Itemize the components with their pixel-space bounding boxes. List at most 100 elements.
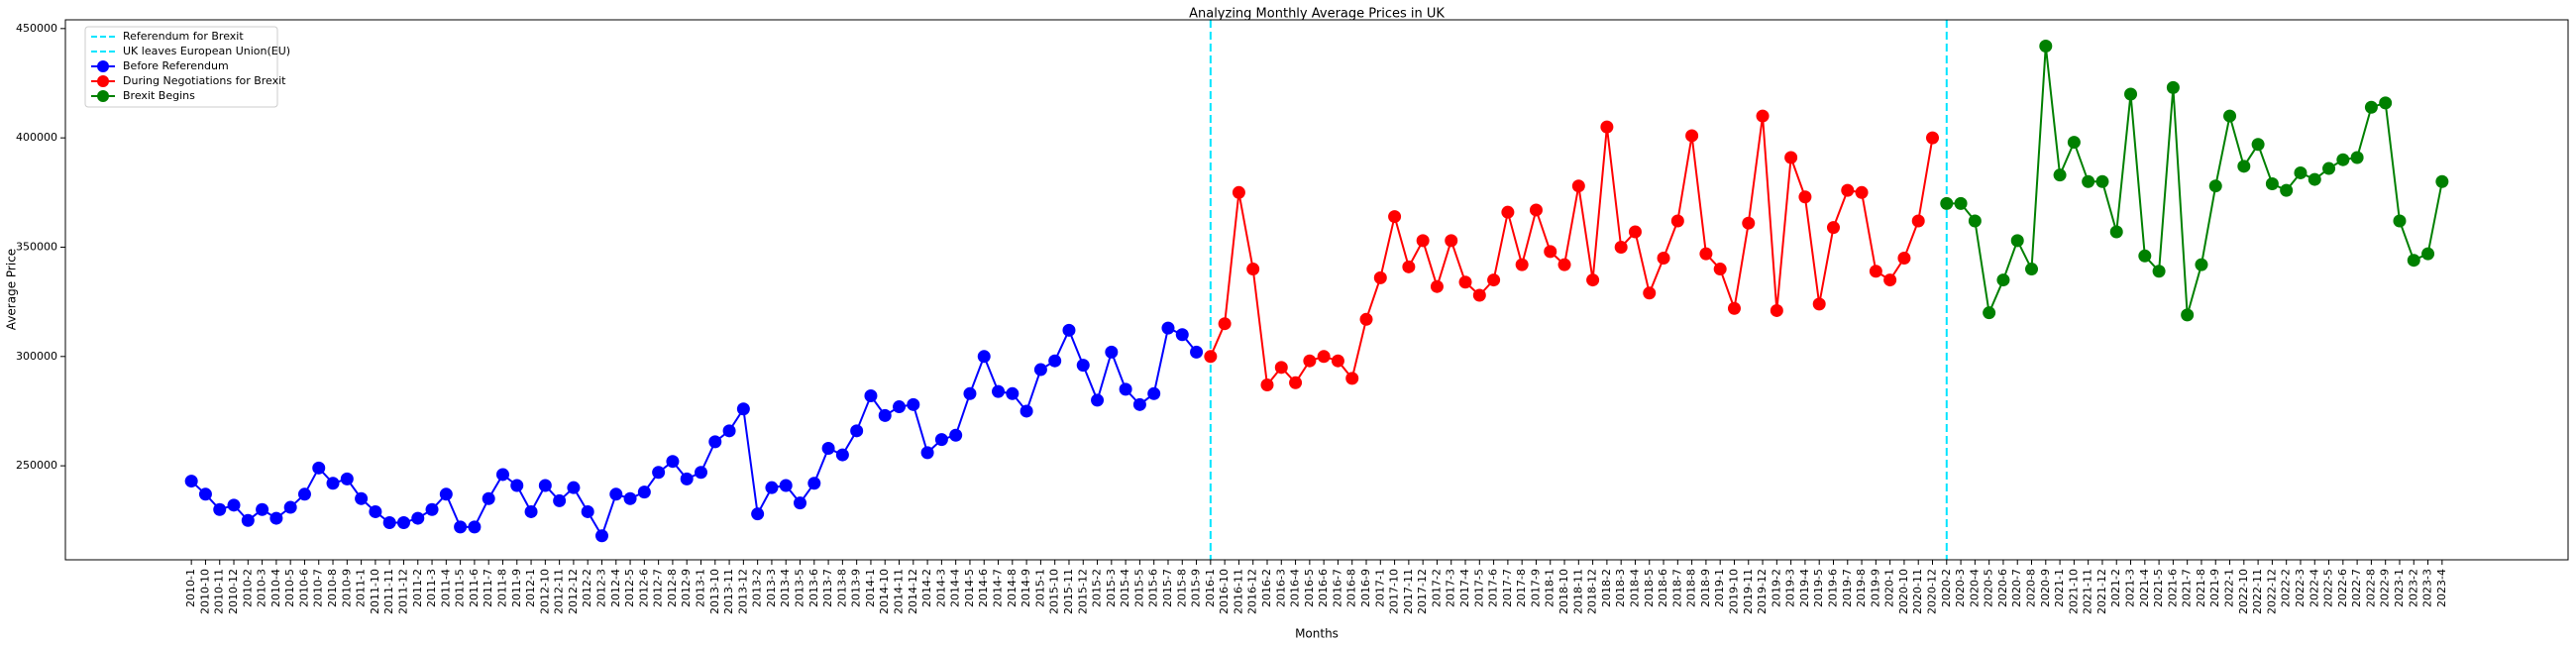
x-tick-label: 2020-11 bbox=[1911, 569, 1924, 614]
data-point bbox=[524, 504, 538, 518]
x-tick-label: 2021-12 bbox=[2095, 569, 2108, 614]
data-point bbox=[2379, 96, 2393, 110]
x-tick-label: 2013-1 bbox=[695, 569, 707, 607]
data-point bbox=[1062, 323, 1076, 337]
data-point bbox=[1472, 288, 1486, 302]
x-tick-label: 2016-8 bbox=[1345, 569, 1358, 607]
x-tick-label: 2022-11 bbox=[2251, 569, 2264, 614]
data-point bbox=[751, 507, 765, 521]
data-point bbox=[2237, 160, 2251, 173]
x-tick-label: 2010-3 bbox=[256, 569, 268, 607]
data-point bbox=[594, 529, 608, 543]
data-point bbox=[198, 487, 212, 501]
data-point bbox=[2208, 179, 2222, 193]
x-tick-label: 2010-11 bbox=[213, 569, 226, 614]
data-point bbox=[1968, 214, 1982, 228]
data-point bbox=[1274, 361, 1288, 375]
data-point bbox=[1515, 258, 1529, 271]
x-tick-label: 2012-6 bbox=[637, 569, 650, 607]
data-point bbox=[1317, 350, 1331, 364]
data-point bbox=[213, 502, 227, 516]
data-point bbox=[439, 487, 453, 501]
legend-label: UK leaves European Union(EU) bbox=[123, 45, 290, 57]
x-tick-label: 2013-2 bbox=[751, 569, 764, 607]
x-tick-label: 2012-7 bbox=[652, 569, 665, 607]
data-point bbox=[609, 487, 623, 501]
data-point bbox=[495, 468, 509, 482]
data-point bbox=[2025, 263, 2039, 276]
data-point bbox=[1628, 225, 1642, 239]
x-tick-label: 2013-8 bbox=[835, 569, 848, 607]
legend-label: Brexit Begins bbox=[123, 89, 195, 102]
data-point bbox=[1544, 245, 1557, 259]
data-point bbox=[736, 402, 750, 416]
legend: Referendum for Brexit UK leaves European … bbox=[84, 26, 290, 108]
data-point bbox=[2336, 153, 2350, 166]
x-tick-label: 2013-12 bbox=[736, 569, 749, 614]
data-point bbox=[1487, 273, 1501, 287]
x-tick-label: 2019-3 bbox=[1784, 569, 1797, 607]
x-tick-label: 2020-7 bbox=[2010, 569, 2023, 607]
data-point bbox=[1897, 252, 1911, 266]
x-tick-label: 2020-2 bbox=[1940, 569, 1953, 607]
x-tick-label: 2016-4 bbox=[1289, 569, 1302, 607]
x-tick-label: 2019-4 bbox=[1798, 569, 1811, 607]
x-tick-label: 2015-9 bbox=[1190, 569, 1203, 607]
x-tick-label: 2022-1 bbox=[2223, 569, 2236, 607]
x-tick-label: 2011-3 bbox=[425, 569, 438, 607]
y-axis-label: Average Price bbox=[5, 249, 19, 330]
x-tick-label: 2011-6 bbox=[468, 569, 481, 607]
x-tick-label: 2015-8 bbox=[1175, 569, 1188, 607]
x-tick-label: 2022-4 bbox=[2308, 569, 2320, 607]
x-tick-label: 2016-12 bbox=[1246, 569, 1259, 614]
data-point bbox=[1925, 131, 1939, 145]
data-point bbox=[1940, 196, 1954, 210]
x-tick-label: 2022-9 bbox=[2379, 569, 2392, 607]
x-tick-label: 2014-6 bbox=[977, 569, 990, 607]
x-tick-label: 2017-12 bbox=[1416, 569, 1429, 614]
x-tick-label: 2010-1 bbox=[184, 569, 197, 607]
legend-box bbox=[84, 26, 278, 108]
x-tick-label: 2017-3 bbox=[1445, 569, 1457, 607]
data-point bbox=[1246, 263, 1260, 276]
data-point bbox=[1657, 252, 1670, 266]
data-point bbox=[934, 433, 948, 447]
x-tick-label: 2012-12 bbox=[567, 569, 580, 614]
legend-marker bbox=[97, 75, 109, 87]
x-tick-label: 2020-12 bbox=[1925, 569, 1938, 614]
x-tick-label: 2013-11 bbox=[722, 569, 735, 614]
x-tick-label: 2019-1 bbox=[1713, 569, 1726, 607]
x-tick-label: 2020-3 bbox=[1954, 569, 1967, 607]
x-tick-label: 2015-4 bbox=[1119, 569, 1131, 607]
x-tick-label: 2014-2 bbox=[920, 569, 933, 607]
x-tick-label: 2011-11 bbox=[382, 569, 395, 614]
x-tick-label: 2021-1 bbox=[2053, 569, 2066, 607]
x-tick-label: 2018-12 bbox=[1586, 569, 1599, 614]
data-point bbox=[695, 466, 708, 480]
data-point bbox=[1190, 345, 1204, 359]
x-tick-label: 2018-1 bbox=[1544, 569, 1556, 607]
data-point bbox=[2421, 247, 2435, 261]
data-point bbox=[1685, 129, 1699, 143]
x-tick-label: 2017-8 bbox=[1515, 569, 1528, 607]
data-point bbox=[2010, 234, 2024, 248]
data-point bbox=[765, 481, 779, 494]
data-point bbox=[1954, 196, 1968, 210]
data-point bbox=[2308, 172, 2321, 186]
data-point bbox=[425, 502, 439, 516]
x-tick-label: 2013-6 bbox=[807, 569, 820, 607]
x-tick-label: 2020-9 bbox=[2039, 569, 2052, 607]
data-point bbox=[963, 386, 977, 400]
x-tick-label: 2013-5 bbox=[794, 569, 806, 607]
data-point bbox=[326, 477, 340, 490]
x-tick-label: 2021-9 bbox=[2208, 569, 2221, 607]
x-tick-label: 2020-5 bbox=[1983, 569, 1995, 607]
data-point bbox=[2280, 183, 2294, 197]
data-point bbox=[2364, 100, 2378, 114]
data-point bbox=[1218, 317, 1232, 331]
x-tick-label: 2021-4 bbox=[2138, 569, 2151, 607]
x-tick-label: 2015-11 bbox=[1062, 569, 1075, 614]
x-tick-label: 2021-3 bbox=[2124, 569, 2137, 607]
x-tick-label: 2017-1 bbox=[1373, 569, 1386, 607]
